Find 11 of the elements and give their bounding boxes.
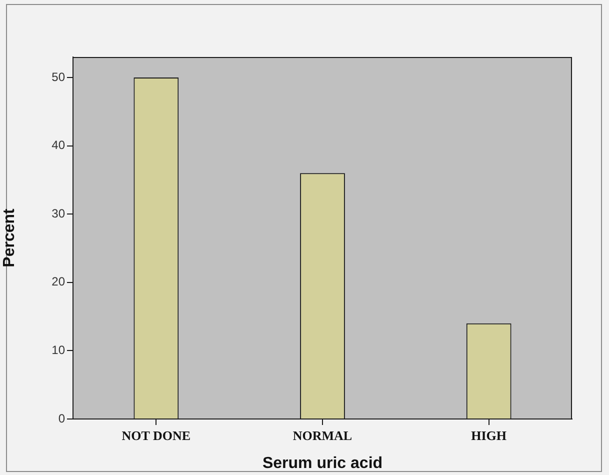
x-axis-title: Serum uric acid [262, 454, 383, 472]
y-axis-title: Percent [1, 208, 18, 268]
y-tick-label: 40 [52, 138, 66, 152]
x-tick-label: NORMAL [292, 428, 352, 444]
y-tick-label: 50 [52, 70, 66, 84]
y-tick-label: 10 [52, 343, 66, 358]
x-tick-label: HIGH [471, 428, 507, 444]
x-tick-label: NOT DONE [122, 428, 191, 444]
y-tick-label: 20 [52, 274, 66, 289]
y-tick-label: 0 [58, 411, 66, 426]
y-tick-label: 30 [52, 206, 66, 220]
